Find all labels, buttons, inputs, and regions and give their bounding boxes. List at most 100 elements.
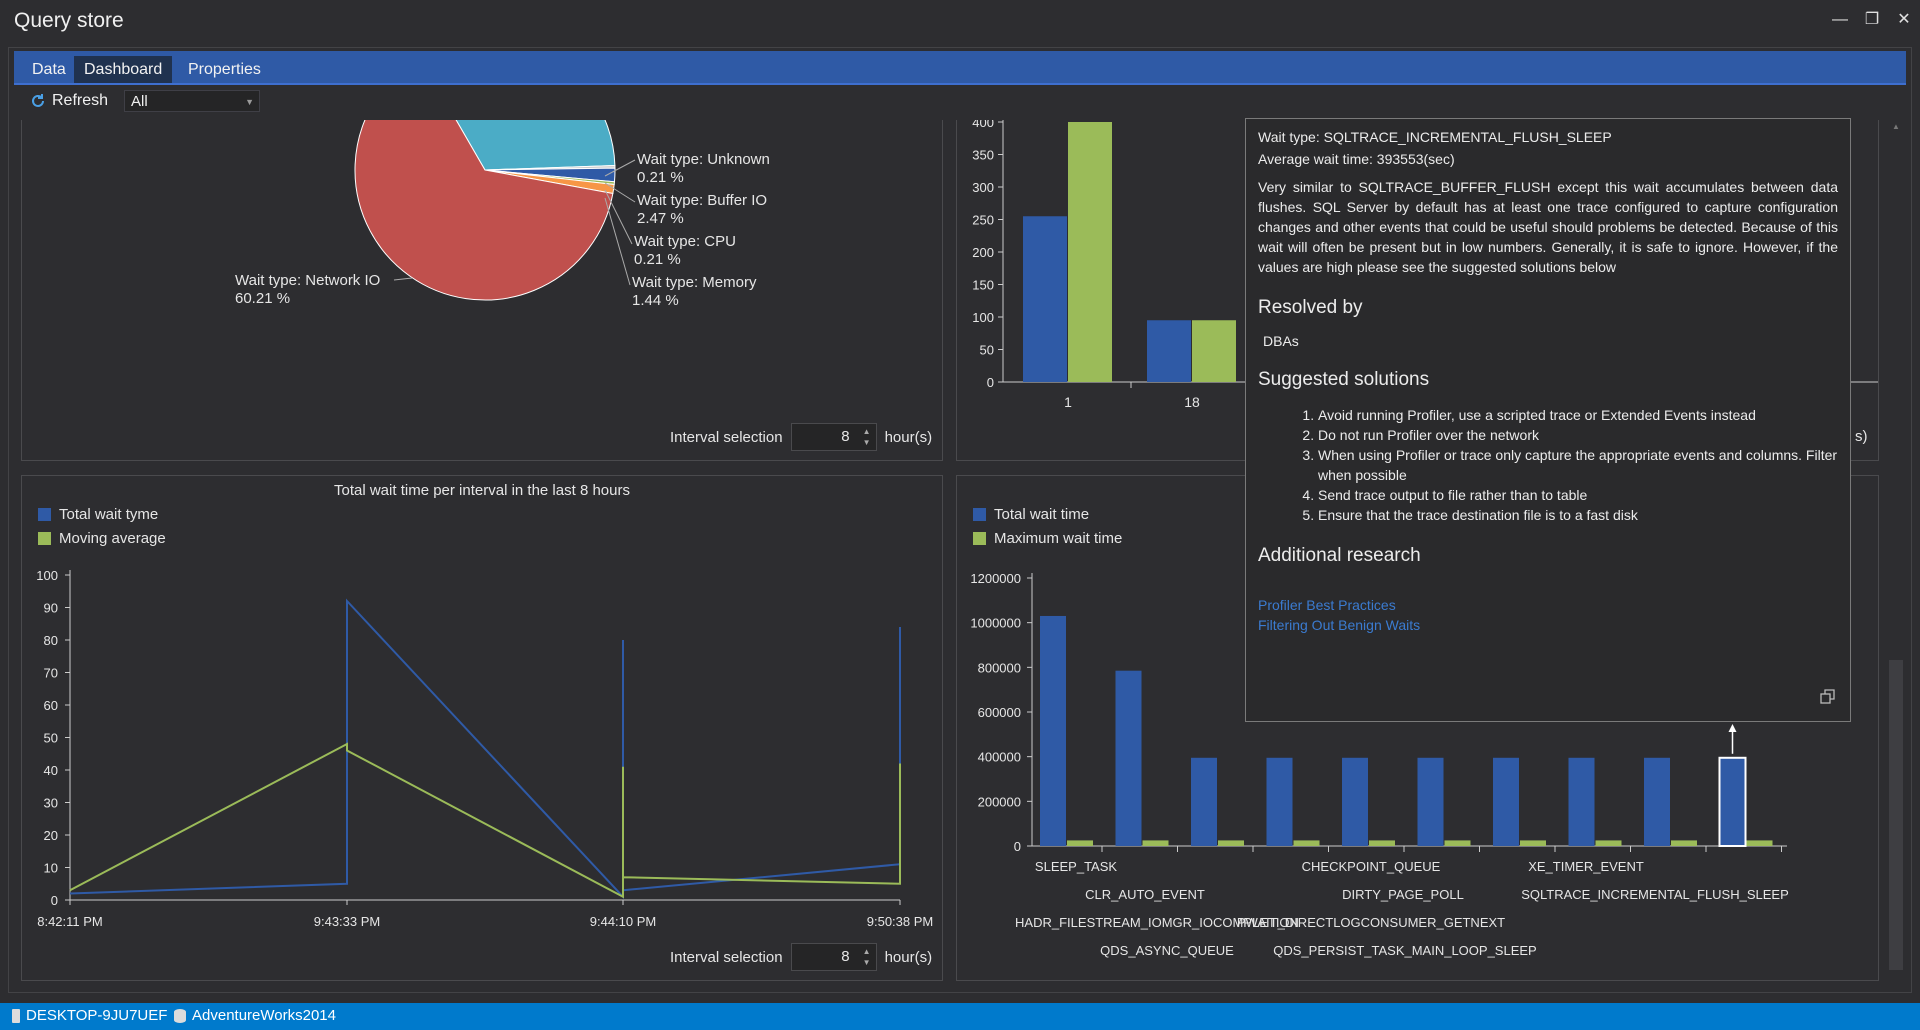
y-tick-label: 0 <box>1014 839 1021 854</box>
solution-item: Ensure that the trace destination file i… <box>1318 505 1838 525</box>
y-tick-label: 350 <box>972 148 994 163</box>
y-tick-label: 400000 <box>978 750 1021 765</box>
minimize-icon[interactable]: — <box>1832 11 1848 28</box>
x-category-label: QDS_PERSIST_TASK_MAIN_LOOP_SLEEP <box>1273 943 1536 958</box>
filter-dropdown[interactable]: All ▼ <box>124 90 260 112</box>
y-tick-label: 250 <box>972 213 994 228</box>
line-legend: Total wait tyme Moving average <box>38 502 166 550</box>
chevron-down-icon: ▼ <box>245 97 254 107</box>
bar <box>1520 840 1546 846</box>
bar <box>1023 216 1067 382</box>
bar <box>1369 840 1395 846</box>
scroll-up-icon[interactable]: ▲ <box>1892 122 1900 131</box>
legend-swatch <box>973 507 986 521</box>
bar <box>1444 840 1471 846</box>
tab-dashboard[interactable]: Dashboard <box>74 56 173 83</box>
y-tick-label: 400 <box>972 120 994 130</box>
x-category-label: HADR_FILESTREAM_IOMGR_IOCOMPLETION <box>1015 915 1299 930</box>
pointer-arrow <box>1728 724 1737 732</box>
y-tick-label: 50 <box>44 731 58 746</box>
pie-interval-selection: Interval selection 8 ▲ ▼ hour(s) <box>670 423 932 451</box>
x-category-label: CHECKPOINT_QUEUE <box>1302 859 1441 874</box>
interval-stepper[interactable]: 8 ▲ ▼ <box>790 943 877 971</box>
pie-leader-line <box>393 277 413 281</box>
line-series <box>69 598 901 900</box>
link-profiler-best-practices[interactable]: Profiler Best Practices <box>1258 597 1396 613</box>
copy-icon[interactable] <box>1820 689 1836 705</box>
bar <box>1746 840 1773 846</box>
x-tick-label: 9:43:33 PM <box>314 914 381 929</box>
y-tick-label: 300 <box>972 180 994 195</box>
legend-item-total: Total wait tyme <box>38 502 166 526</box>
wait-legend: Total wait time Maximum wait time <box>973 502 1122 550</box>
top-scrollbar[interactable]: ▲ <box>1889 120 1903 460</box>
bar <box>1595 840 1622 846</box>
pie-label-percent: 2.47 % <box>637 210 684 227</box>
y-tick-label: 100 <box>972 310 994 325</box>
bottom-scrollbar[interactable] <box>1889 660 1903 970</box>
y-tick-label: 1200000 <box>970 571 1021 586</box>
x-tick-label: 1 <box>1064 394 1072 410</box>
legend-label: Total wait tyme <box>59 505 159 523</box>
title-bar: Query store — ❐ ✕ <box>0 0 1920 44</box>
link-filtering-benign-waits[interactable]: Filtering Out Benign Waits <box>1258 617 1421 633</box>
legend-label: Moving average <box>59 529 166 547</box>
interval-unit: hour(s) <box>884 428 933 446</box>
legend-item-moving-average: Moving average <box>38 526 166 550</box>
y-tick-label: 1000000 <box>970 616 1021 631</box>
bar <box>1342 757 1368 846</box>
bar <box>1293 840 1320 846</box>
pie-slice-other <box>455 120 616 171</box>
close-icon[interactable]: ✕ <box>1897 11 1911 28</box>
y-tick-label: 20 <box>44 828 58 843</box>
pie-label-percent: 0.21 % <box>637 169 684 186</box>
legend-label: Maximum wait time <box>994 529 1123 547</box>
spinner-arrows-icon[interactable]: ▲ ▼ <box>862 427 871 447</box>
interval-stepper[interactable]: 8 ▲ ▼ <box>790 423 877 451</box>
top-bar-chart: 0 50 100 150 200 250 300 350 400 1 18 <box>972 120 1878 410</box>
tooltip-description: Very similar to SQLTRACE_BUFFER_FLUSH ex… <box>1258 179 1838 275</box>
status-machine-label: DESKTOP-9JU7UEF <box>26 1007 168 1024</box>
line-chart-title: Total wait time per interval in the last… <box>334 482 630 499</box>
line-chart-panel: Total wait time per interval in the last… <box>21 475 943 981</box>
status-database: AdventureWorks2014 <box>174 1007 336 1024</box>
restore-icon[interactable]: ❐ <box>1864 11 1880 28</box>
y-tick-label: 70 <box>44 666 58 681</box>
pie-label-name: Wait type: Network IO <box>235 272 380 289</box>
tooltip-average-wait: Average wait time: 393553(sec) <box>1258 151 1455 167</box>
y-tick-label: 50 <box>980 343 994 358</box>
y-tick-label: 80 <box>44 633 58 648</box>
bar <box>1568 757 1595 846</box>
legend-swatch <box>38 531 51 545</box>
legend-swatch <box>38 507 51 521</box>
window-title: Query store <box>14 9 124 32</box>
line-chart: 0 10 20 30 40 50 60 70 80 90 100 8:42:11 PM 9:43:33 … <box>36 568 934 929</box>
interval-value: 8 <box>841 428 850 445</box>
x-category-label: XE_TIMER_EVENT <box>1528 859 1644 874</box>
refresh-label: Refresh <box>52 92 109 109</box>
solutions-list: Avoid running Profiler, use a scripted t… <box>1258 405 1838 525</box>
x-tick-label: 9:50:38 PM <box>867 914 934 929</box>
y-tick-label: 200000 <box>978 794 1021 809</box>
suggested-solutions-heading: Suggested solutions <box>1258 369 1430 390</box>
bar <box>1417 757 1444 846</box>
x-category-label: DIRTY_PAGE_POLL <box>1342 887 1464 902</box>
bar <box>1266 757 1293 846</box>
refresh-button[interactable]: Refresh <box>30 92 108 110</box>
solution-item: When using Profiler or trace only captur… <box>1318 445 1838 485</box>
tab-data[interactable]: Data <box>32 61 66 78</box>
legend-item-total-wait: Total wait time <box>973 502 1122 526</box>
bar <box>1671 840 1697 846</box>
pie-label-name: Wait type: CPU <box>634 233 736 250</box>
refresh-icon <box>32 94 44 107</box>
bar <box>1218 840 1244 846</box>
spinner-arrows-icon[interactable]: ▲ ▼ <box>862 947 871 967</box>
y-tick-label: 30 <box>44 796 58 811</box>
pie-slice <box>354 120 614 301</box>
pie-label-percent: 0.21 % <box>634 251 681 268</box>
tab-properties[interactable]: Properties <box>188 61 261 78</box>
pie-label-percent: 1.44 % <box>632 292 679 309</box>
interval-value: 8 <box>841 948 850 965</box>
toolbar: Refresh All ▼ <box>14 86 1906 120</box>
bar <box>1115 670 1142 846</box>
